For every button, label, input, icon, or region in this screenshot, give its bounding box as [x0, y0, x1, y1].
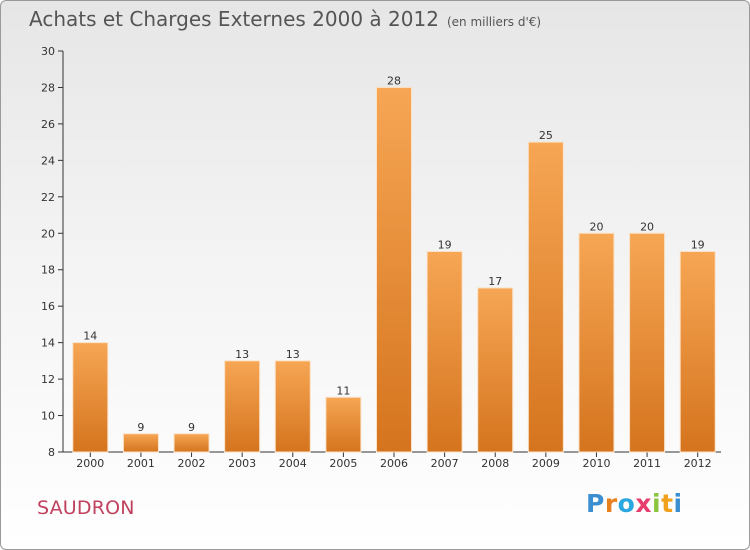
- chart-subtitle: (en milliers d'€): [446, 15, 542, 29]
- data-label: 11: [336, 384, 350, 397]
- x-tick-label: 2004: [279, 457, 307, 470]
- x-tick-label: 2002: [178, 457, 206, 470]
- data-label: 20: [589, 220, 603, 233]
- y-tick-label: 24: [41, 154, 55, 167]
- bar: [325, 396, 362, 453]
- bar: [527, 141, 564, 453]
- bar: [274, 360, 311, 453]
- x-tick-label: 2007: [431, 457, 459, 470]
- axes: 8 10 12 14 16 18 20 22 24 26 28 30 2000 2001 2002 2003 2…: [41, 45, 721, 470]
- y-tick-label: 8: [48, 446, 55, 459]
- y-tick-label: 18: [41, 264, 55, 277]
- bar: [122, 433, 159, 453]
- data-label: 9: [188, 421, 195, 434]
- proxiti-logo[interactable]: Proxiti: [586, 489, 683, 518]
- y-tick-label: 28: [41, 81, 55, 94]
- x-tick-label: 2003: [228, 457, 256, 470]
- logo-letter: t: [661, 489, 674, 518]
- bar: [173, 433, 210, 453]
- bars: 14 9 9 13 13 11 28 19 17 25 20 20 19: [72, 74, 716, 453]
- x-tick-label: 2012: [684, 457, 712, 470]
- x-tick-label: 2000: [76, 457, 104, 470]
- x-tick-label: 2001: [127, 457, 155, 470]
- bar: [376, 86, 412, 453]
- data-label: 19: [691, 239, 705, 252]
- x-tick-label: 2008: [481, 457, 509, 470]
- x-tick-label: 2006: [380, 457, 408, 470]
- y-tick-label: 20: [41, 227, 55, 240]
- logo-letter: i: [652, 489, 662, 518]
- data-label: 13: [235, 348, 249, 361]
- logo-letter: P: [586, 489, 605, 518]
- y-tick-label: 16: [41, 300, 55, 313]
- logo-letter: i: [673, 489, 683, 518]
- y-tick-label: 22: [41, 191, 55, 204]
- chart-title-text: Achats et Charges Externes 2000 à 2012: [29, 7, 439, 31]
- bar: [578, 232, 615, 453]
- bar: [426, 251, 463, 453]
- bar: [629, 232, 666, 453]
- data-label: 9: [137, 421, 144, 434]
- bar: [224, 360, 261, 453]
- data-label: 20: [640, 220, 654, 233]
- bar: [679, 251, 716, 453]
- data-label: 17: [488, 275, 502, 288]
- chart-title: Achats et Charges Externes 2000 à 2012 (e…: [29, 7, 541, 31]
- data-label: 14: [83, 330, 97, 343]
- logo-letter: r: [604, 489, 618, 518]
- data-label: 19: [438, 239, 452, 252]
- y-tick-label: 14: [41, 337, 55, 350]
- y-tick-label: 26: [41, 118, 55, 131]
- bar: [72, 342, 109, 453]
- x-tick-label: 2011: [633, 457, 661, 470]
- data-label: 28: [387, 74, 401, 87]
- logo-letter: x: [635, 489, 652, 518]
- data-label: 13: [286, 348, 300, 361]
- logo-letter: o: [617, 489, 636, 518]
- data-label: 25: [539, 129, 553, 142]
- y-tick-label: 12: [41, 373, 55, 386]
- x-tick-label: 2005: [329, 457, 357, 470]
- x-tick-label: 2009: [532, 457, 560, 470]
- bar: [477, 287, 514, 453]
- y-tick-label: 30: [41, 45, 55, 58]
- y-tick-label: 10: [41, 410, 55, 423]
- x-tick-label: 2010: [582, 457, 610, 470]
- town-name: SAUDRON: [37, 497, 135, 519]
